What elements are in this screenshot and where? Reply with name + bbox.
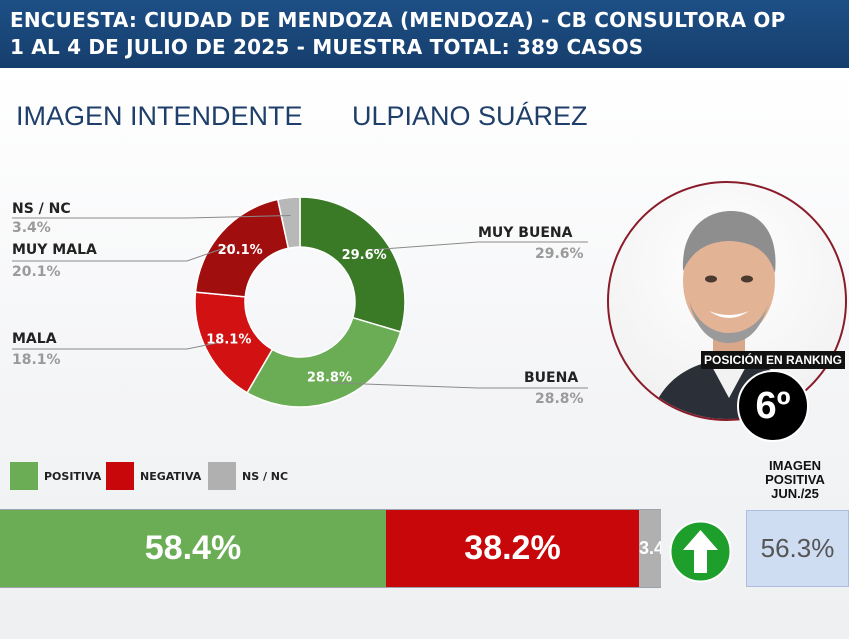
label-mala-name: MALA bbox=[12, 331, 57, 347]
person-photo bbox=[607, 181, 847, 421]
donut-slice-ns-nc bbox=[276, 196, 301, 250]
bar-positiva-label: 58.4% bbox=[144, 529, 242, 567]
donut-leader-lines bbox=[12, 214, 588, 389]
section-title: IMAGEN INTENDENTE bbox=[16, 101, 303, 131]
legend-label-positiva: POSITIVA bbox=[44, 469, 102, 483]
bar-negativa: 38.2% bbox=[386, 510, 639, 587]
leader-line-muy-buena bbox=[369, 241, 588, 251]
legend-label-negativa: NEGATIVA bbox=[140, 469, 202, 483]
ranking-label: POSICIÓN EN RANKING bbox=[701, 351, 846, 369]
legend-swatch-ns-nc bbox=[208, 462, 236, 490]
leader-line-buena bbox=[332, 382, 588, 389]
header-banner: ENCUESTA: CIUDAD DE MENDOZA (MENDOZA) - … bbox=[0, 0, 849, 68]
person-name: ULPIANO SUÁREZ bbox=[352, 101, 588, 131]
label-buena-value: 28.8% bbox=[535, 391, 584, 407]
donut-slice-muy-buena bbox=[299, 196, 406, 333]
previous-title-line-1: IMAGEN bbox=[769, 458, 821, 473]
legend-swatch-negativa bbox=[106, 462, 134, 490]
bar-ns-nc-label: 3.4% bbox=[639, 538, 661, 558]
donut-value-label-muy-buena: 29.6% bbox=[342, 248, 387, 263]
header-title: ENCUESTA: CIUDAD DE MENDOZA (MENDOZA) - … bbox=[10, 8, 786, 32]
label-muy-buena-value: 29.6% bbox=[535, 246, 584, 262]
label-ns-nc-value: 3.4% bbox=[12, 220, 51, 236]
donut-inner-labels: 29.6% 28.8% 18.1% 20.1% bbox=[206, 243, 386, 385]
legend-swatch-positiva bbox=[10, 462, 38, 490]
bar-positiva: 58.4% bbox=[0, 510, 386, 587]
legend-item-negativa: NEGATIVA bbox=[106, 462, 201, 490]
bar-negativa-label: 38.2% bbox=[464, 529, 561, 567]
previous-image-value: 56.3% bbox=[746, 510, 849, 587]
up-arrow-icon bbox=[669, 520, 732, 583]
leader-line-muy-mala bbox=[12, 243, 236, 262]
leader-line-mala bbox=[12, 341, 223, 350]
label-muy-buena-name: MUY BUENA bbox=[478, 225, 573, 241]
previous-image-title: IMAGEN POSITIVA JUN./25 bbox=[752, 459, 838, 501]
header-subtitle: 1 AL 4 DE JULIO DE 2025 - MUESTRA TOTAL:… bbox=[10, 35, 644, 59]
label-ns-nc-name: NS / NC bbox=[12, 201, 71, 217]
donut-value-label-muy-mala: 20.1% bbox=[218, 243, 263, 258]
donut-slices bbox=[194, 196, 406, 408]
leader-line-ns-nc bbox=[12, 214, 291, 219]
bar-ns-nc: 3.4% bbox=[639, 510, 661, 587]
label-muy-mala-value: 20.1% bbox=[12, 264, 61, 280]
label-buena-name: BUENA bbox=[524, 370, 579, 386]
donut-value-label-mala: 18.1% bbox=[206, 333, 251, 348]
ranking-badge: 6º bbox=[737, 370, 809, 442]
stacked-bar-frame bbox=[0, 509, 661, 588]
donut-value-label-buena: 28.8% bbox=[307, 370, 352, 385]
legend-item-positiva: POSITIVA bbox=[10, 462, 101, 490]
legend-label-ns-nc: NS / NC bbox=[242, 469, 289, 483]
person-portrait-icon bbox=[650, 211, 808, 419]
legend-item-ns-nc: NS / NC bbox=[208, 462, 288, 490]
donut-slice-buena bbox=[246, 316, 402, 408]
previous-title-line-3: JUN./25 bbox=[771, 486, 819, 501]
label-muy-mala-name: MUY MALA bbox=[12, 242, 97, 258]
previous-title-line-2: POSITIVA bbox=[765, 472, 825, 487]
label-mala-value: 18.1% bbox=[12, 352, 61, 368]
